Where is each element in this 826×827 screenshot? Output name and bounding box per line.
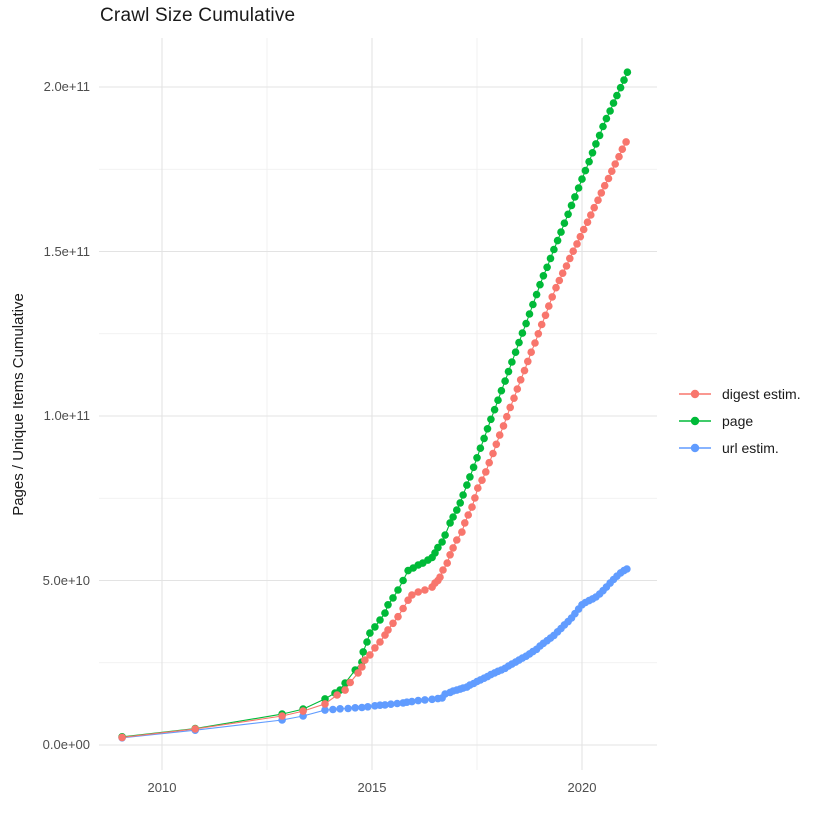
series-points-digest-estim- (118, 138, 630, 742)
legend-label: page (722, 412, 754, 429)
legend: digest estim. page url estim. (678, 380, 801, 461)
y-tick-label: 2.0e+11 (43, 79, 90, 94)
legend-item-url-estim-: url estim. (678, 434, 801, 461)
legend-key-icon (679, 389, 711, 398)
y-tick-label: 1.0e+11 (43, 408, 90, 423)
legend-label: digest estim. (722, 385, 801, 402)
legend-label: url estim. (722, 439, 779, 456)
gridlines (99, 38, 657, 770)
legend-key-icon (679, 443, 711, 452)
legend-item-page: page (678, 407, 801, 434)
chart-title: Crawl Size Cumulative (100, 5, 296, 26)
y-tick-label: 0.0e+00 (42, 737, 90, 752)
y-tick-label: 1.5e+11 (43, 243, 90, 259)
x-tick-label: 2020 (567, 780, 597, 795)
series-points-url-estim- (118, 565, 631, 742)
y-tick-label: 5.0e+10 (42, 572, 90, 588)
legend-item-digest-estim-: digest estim. (678, 380, 801, 407)
y-axis-title: Pages / Unique Items Cumulative (9, 292, 27, 516)
series-line-url-estim- (122, 568, 628, 739)
x-tick-label: 2010 (147, 780, 177, 795)
x-tick-label: 2015 (357, 780, 387, 795)
legend-key-icon (679, 416, 711, 425)
series-line-page (122, 71, 628, 738)
